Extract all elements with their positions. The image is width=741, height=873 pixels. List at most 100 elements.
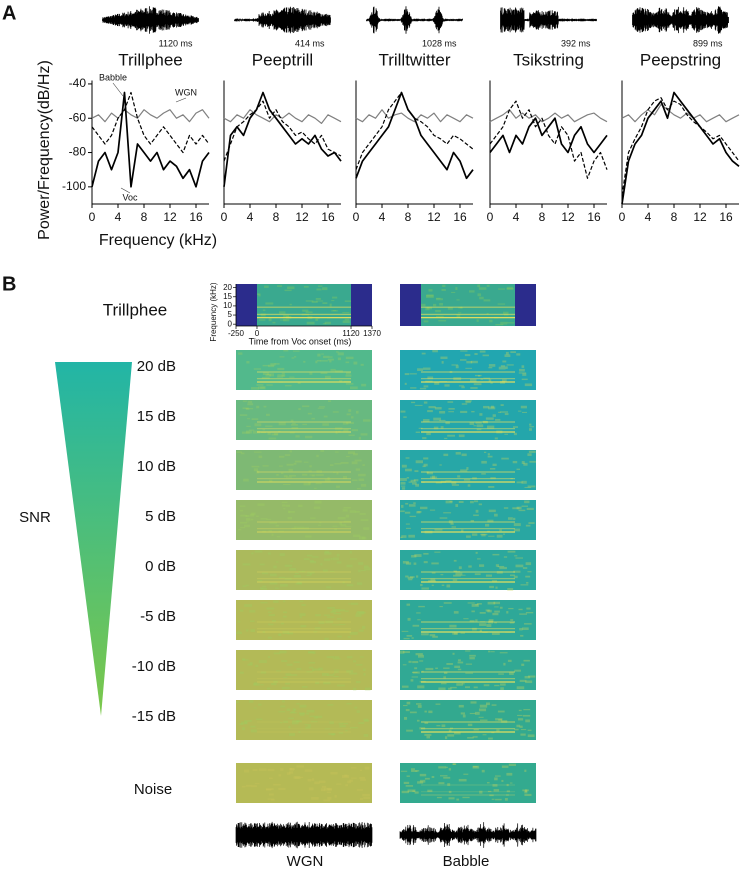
texture	[356, 410, 359, 414]
texture	[495, 418, 501, 421]
texture	[249, 620, 255, 623]
x-tick-label: 8	[405, 210, 412, 224]
texture	[413, 562, 417, 565]
texture	[518, 410, 522, 412]
texture	[473, 728, 479, 731]
texture	[478, 708, 487, 712]
snr-level: 0 dB	[145, 558, 176, 575]
texture	[279, 356, 285, 358]
texture	[467, 737, 474, 739]
texture	[326, 616, 335, 618]
texture	[510, 619, 514, 621]
texture	[447, 734, 455, 737]
texture	[360, 778, 366, 781]
texture	[423, 463, 428, 467]
texture	[404, 716, 408, 720]
texture	[269, 522, 277, 524]
texture	[494, 777, 498, 781]
texture	[506, 287, 514, 290]
texture	[476, 428, 482, 431]
texture	[476, 424, 484, 428]
texture	[488, 619, 494, 622]
texture	[501, 457, 509, 460]
texture	[424, 722, 429, 724]
texture	[294, 776, 301, 779]
texture	[441, 288, 446, 291]
texture	[296, 765, 304, 768]
texture	[426, 306, 433, 310]
texture	[332, 525, 338, 527]
texture	[239, 509, 244, 512]
x-tick-label: 8	[539, 210, 546, 224]
texture	[334, 528, 338, 531]
texture	[407, 789, 416, 793]
texture	[521, 461, 525, 464]
texture	[323, 558, 331, 561]
texture	[488, 650, 491, 653]
texture	[277, 634, 281, 636]
texture	[472, 736, 478, 738]
spectrogram-bg	[236, 350, 372, 390]
texture	[273, 680, 278, 683]
texture	[332, 471, 336, 473]
texture	[487, 519, 494, 523]
texture	[503, 507, 509, 509]
texture	[345, 514, 350, 518]
texture	[273, 565, 277, 569]
texture	[304, 724, 308, 726]
texture	[342, 422, 349, 425]
texture	[251, 387, 259, 390]
texture	[334, 463, 342, 465]
spectrum-line	[621, 103, 740, 123]
texture	[248, 700, 254, 703]
texture	[305, 300, 314, 302]
texture	[312, 556, 319, 558]
x-tick-label: 0	[221, 210, 228, 224]
texture	[246, 629, 249, 632]
texture	[363, 565, 369, 569]
texture	[423, 385, 429, 388]
texture	[439, 775, 448, 777]
texture	[363, 527, 370, 530]
texture	[276, 473, 279, 476]
texture	[265, 302, 274, 305]
texture	[458, 778, 467, 782]
texture	[284, 289, 292, 292]
series-annotation: Babble	[99, 72, 127, 82]
texture	[460, 410, 468, 414]
texture	[527, 571, 532, 573]
texture	[512, 426, 518, 428]
texture	[483, 377, 491, 380]
texture	[236, 631, 242, 635]
texture	[358, 436, 361, 440]
texture	[297, 382, 301, 385]
texture	[435, 667, 438, 670]
spectrogram	[236, 450, 372, 490]
texture	[529, 423, 532, 426]
texture	[309, 465, 312, 468]
texture	[412, 661, 419, 664]
texture	[349, 558, 358, 560]
texture	[417, 781, 424, 784]
texture	[495, 564, 500, 567]
texture	[253, 368, 261, 370]
texture	[265, 788, 274, 791]
texture	[245, 408, 250, 410]
texture	[278, 530, 285, 532]
texture	[262, 364, 270, 367]
texture	[435, 315, 444, 318]
texture	[307, 571, 315, 574]
texture	[364, 766, 370, 770]
texture	[528, 675, 536, 678]
texture	[352, 453, 358, 456]
texture	[478, 375, 481, 377]
texture	[491, 632, 500, 635]
texture	[477, 284, 481, 288]
texture	[283, 475, 288, 478]
texture	[247, 418, 251, 420]
texture	[491, 405, 494, 409]
texture	[521, 378, 528, 381]
texture	[254, 783, 260, 785]
texture	[494, 606, 499, 608]
texture	[465, 663, 473, 665]
